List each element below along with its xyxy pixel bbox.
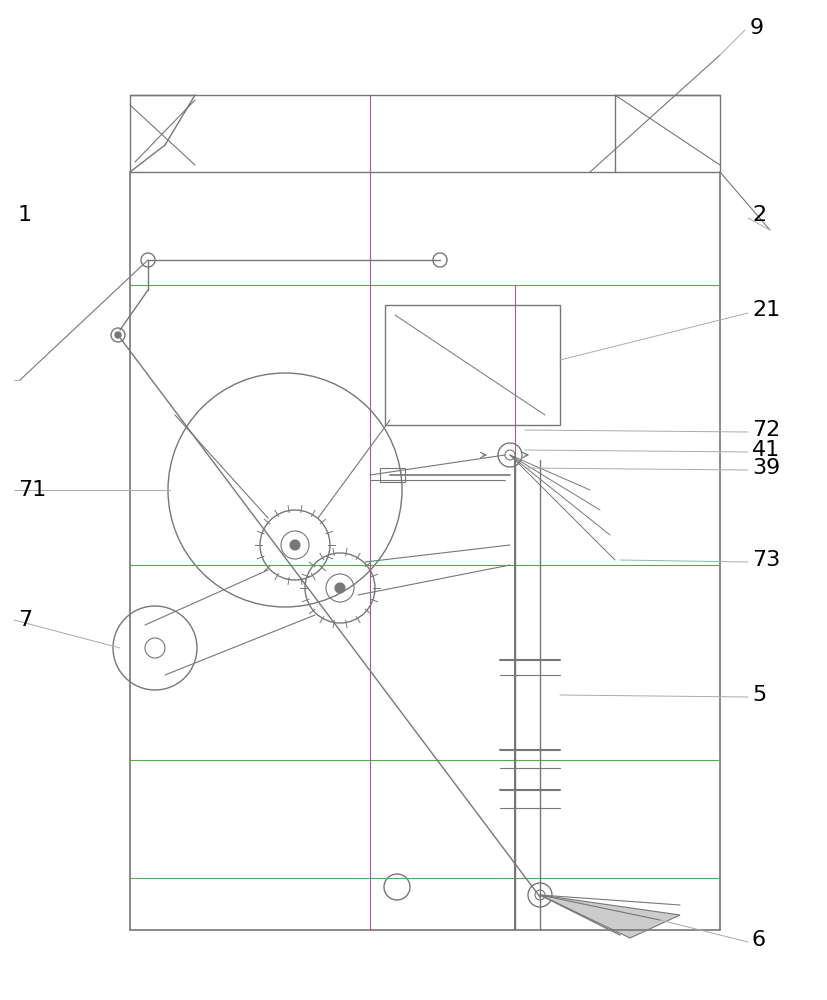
Text: 41: 41 (751, 440, 779, 460)
Circle shape (335, 583, 345, 593)
Text: 1: 1 (18, 205, 32, 225)
Text: 9: 9 (749, 18, 763, 38)
Text: 71: 71 (18, 480, 46, 500)
Text: 7: 7 (18, 610, 32, 630)
Text: 21: 21 (751, 300, 779, 320)
Text: 6: 6 (751, 930, 765, 950)
Text: 2: 2 (751, 205, 765, 225)
Text: 5: 5 (751, 685, 765, 705)
Circle shape (289, 540, 299, 550)
Text: 72: 72 (751, 420, 779, 440)
Bar (380, 468, 404, 482)
Text: 73: 73 (751, 550, 779, 570)
Polygon shape (539, 895, 679, 938)
Circle shape (115, 332, 121, 338)
Bar (385, 305, 559, 425)
Text: 39: 39 (751, 458, 779, 478)
